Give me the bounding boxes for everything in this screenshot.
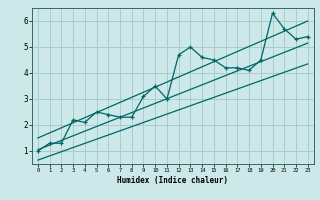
X-axis label: Humidex (Indice chaleur): Humidex (Indice chaleur) [117, 176, 228, 185]
